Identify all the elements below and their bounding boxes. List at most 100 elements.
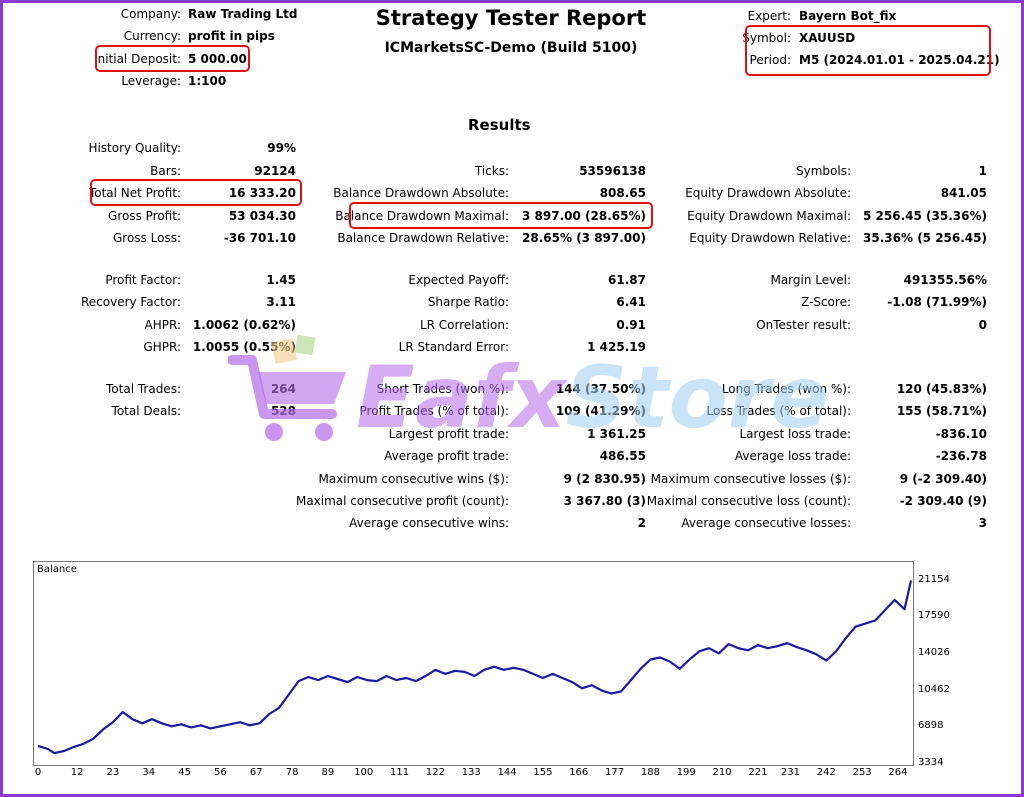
z-score-label: Z-Score: xyxy=(801,295,851,309)
leverage-value: 1:100 xyxy=(188,74,227,88)
max-consecutive-losses-value: 9 (-2 309.40) xyxy=(899,472,987,486)
balance-chart: Balance xyxy=(33,561,914,766)
cart-logo-icon xyxy=(228,334,346,441)
gross-profit-label: Gross Profit: xyxy=(108,209,181,223)
largest-loss-trade-value: -836.10 xyxy=(935,427,987,441)
y-tick-label: 14026 xyxy=(918,647,950,659)
period-value: M5 (2024.01.01 - 2025.04.21) xyxy=(799,53,1000,67)
x-tick-label: 253 xyxy=(852,767,872,778)
equity-dd-relative-value: 35.36% (5 256.45) xyxy=(863,231,987,245)
currency-value: profit in pips xyxy=(188,29,275,43)
history-quality-label: History Quality: xyxy=(88,141,181,155)
x-tick-label: 78 xyxy=(285,767,299,778)
profit-trades-value: 109 (41.29%) xyxy=(555,404,646,418)
watermark-part2: Store xyxy=(565,348,829,448)
watermark-part1: Eafx xyxy=(356,348,566,448)
expected-payoff-label: Expected Payoff: xyxy=(408,273,509,287)
profit-factor-label: Profit Factor: xyxy=(105,273,181,287)
equity-dd-maximal-value: 5 256.45 (35.36%) xyxy=(863,209,987,223)
y-tick-label: 21154 xyxy=(918,573,950,585)
x-tick-label: 188 xyxy=(640,767,660,778)
lr-correlation-label: LR Correlation: xyxy=(419,318,509,332)
balance-dd-absolute-label: Balance Drawdown Absolute: xyxy=(333,186,509,200)
max-consecutive-wins-value: 9 (2 830.95) xyxy=(563,472,646,486)
gross-profit-value: 53 034.30 xyxy=(228,209,296,223)
symbols-value: 1 xyxy=(978,164,987,178)
average-consecutive-losses-value: 3 xyxy=(978,516,987,530)
expert-value: Bayern Bot_fix xyxy=(799,9,897,23)
short-trades-label: Short Trades (won %): xyxy=(376,382,509,396)
long-trades-value: 120 (45.83%) xyxy=(896,382,987,396)
largest-profit-trade-value: 1 361.25 xyxy=(587,427,646,441)
symbol-value: XAUUSD xyxy=(799,31,856,45)
recovery-factor-value: 3.11 xyxy=(266,295,296,309)
initial-deposit-highlight xyxy=(95,45,250,72)
largest-profit-trade-label: Largest profit trade: xyxy=(388,427,509,441)
balance-dd-maximal-value: 3 897.00 (28.65%) xyxy=(522,209,646,223)
equity-dd-relative-label: Equity Drawdown Relative: xyxy=(689,231,851,245)
lr-standard-error-value: 1 425.19 xyxy=(587,340,646,354)
balance-dd-relative-value: 28.65% (3 897.00) xyxy=(522,231,646,245)
y-tick-label: 3334 xyxy=(918,757,944,768)
balance-dd-maximal-label: Balance Drawdown Maximal: xyxy=(335,209,509,223)
x-tick-label: 231 xyxy=(780,767,801,778)
x-tick-label: 122 xyxy=(425,767,445,778)
x-tick-label: 67 xyxy=(249,767,263,778)
expected-payoff-value: 61.87 xyxy=(608,273,646,287)
average-loss-trade-label: Average loss trade: xyxy=(734,449,851,463)
y-tick-label: 17590 xyxy=(918,610,950,622)
equity-dd-absolute-label: Equity Drawdown Absolute: xyxy=(685,186,851,200)
equity-dd-maximal-label: Equity Drawdown Maximal: xyxy=(687,209,851,223)
x-tick-label: 45 xyxy=(178,767,191,778)
average-consecutive-wins-value: 2 xyxy=(637,516,646,530)
max-consecutive-losses-label: Maximum consecutive losses ($): xyxy=(650,472,851,486)
equity-dd-absolute-value: 841.05 xyxy=(940,186,987,200)
x-tick-label: 111 xyxy=(390,767,410,778)
profit-factor-value: 1.45 xyxy=(266,273,296,287)
total-net-profit-label: Total Net Profit: xyxy=(88,186,181,200)
gross-loss-value: -36 701.10 xyxy=(223,231,296,245)
lr-standard-error-label: LR Standard Error: xyxy=(398,340,509,354)
loss-trades-label: Loss Trades (% of total): xyxy=(706,404,852,418)
history-quality-value: 99% xyxy=(267,141,296,155)
maximal-consecutive-profit-label: Maximal consecutive profit (count): xyxy=(295,494,509,508)
y-tick-label: 10462 xyxy=(918,683,950,695)
sharpe-ratio-label: Sharpe Ratio: xyxy=(427,295,509,309)
watermark-eafx: EafxStore xyxy=(356,353,829,443)
results-heading: Results xyxy=(468,116,531,134)
symbols-label: Symbols: xyxy=(796,164,851,178)
report-subtitle: ICMarketsSC-Demo (Build 5100) xyxy=(384,40,638,56)
ticks-value: 53596138 xyxy=(579,164,646,178)
lr-correlation-value: 0.91 xyxy=(616,318,646,332)
z-score-value: -1.08 (71.99%) xyxy=(887,295,987,309)
loss-trades-value: 155 (58.71%) xyxy=(896,404,987,418)
company-value: Raw Trading Ltd xyxy=(188,7,298,21)
ontester-result-value: 0 xyxy=(978,318,987,332)
margin-level-value: 491355.56% xyxy=(903,273,987,287)
x-tick-label: 56 xyxy=(214,767,227,778)
x-tick-label: 100 xyxy=(354,767,374,778)
x-tick-label: 210 xyxy=(712,767,732,778)
currency-label: Currency: xyxy=(123,29,181,43)
gross-loss-label: Gross Loss: xyxy=(113,231,181,245)
period-label: Period: xyxy=(749,53,791,67)
x-tick-label: 155 xyxy=(533,767,553,778)
ontester-result-label: OnTester result: xyxy=(756,318,851,332)
long-trades-label: Long Trades (won %): xyxy=(721,382,851,396)
symbol-period-highlight xyxy=(745,25,991,76)
profit-trades-label: Profit Trades (% of total): xyxy=(359,404,509,418)
balance-dd-relative-label: Balance Drawdown Relative: xyxy=(337,231,509,245)
average-loss-trade-value: -236.78 xyxy=(935,449,987,463)
sharpe-ratio-value: 6.41 xyxy=(616,295,646,309)
x-tick-label: 23 xyxy=(106,767,120,778)
bars-value: 92124 xyxy=(254,164,296,178)
average-profit-trade-value: 486.55 xyxy=(599,449,646,463)
total-net-profit-value: 16 333.20 xyxy=(228,186,296,200)
short-trades-value: 144 (37.50%) xyxy=(555,382,646,396)
ticks-label: Ticks: xyxy=(474,164,509,178)
report-title: Strategy Tester Report xyxy=(375,6,647,30)
x-tick-label: 133 xyxy=(461,767,481,778)
x-tick-label: 12 xyxy=(70,767,84,778)
largest-loss-trade-label: Largest loss trade: xyxy=(739,427,851,441)
initial-deposit-label: Initial Deposit: xyxy=(94,52,181,66)
